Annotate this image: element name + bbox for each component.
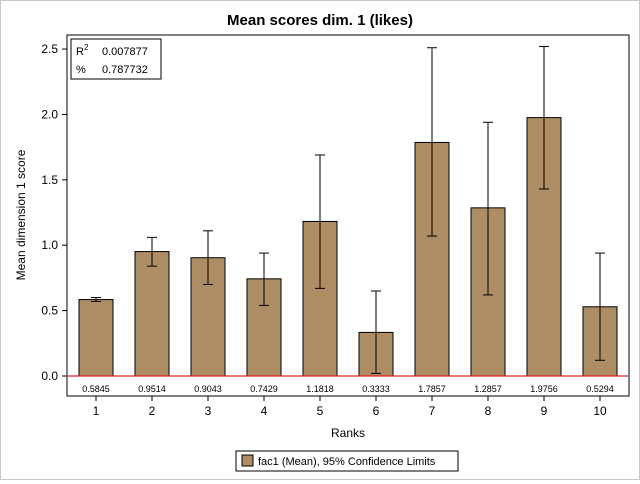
data-label: 0.9514 xyxy=(138,384,166,394)
pct-label: % xyxy=(76,64,86,76)
y-tick-label: 2.0 xyxy=(41,107,58,121)
r2-label: R2 xyxy=(76,43,89,58)
pct-value: 0.787732 xyxy=(102,64,148,76)
chart-title: Mean scores dim. 1 (likes) xyxy=(227,12,413,29)
y-axis-ticks: 0.0 0.5 1.0 1.5 2.0 2.5 xyxy=(41,42,67,383)
data-labels-layer: 0.5845 0.9514 0.9043 0.7429 1.1818 0.3333 1.78… xyxy=(82,384,614,394)
data-label: 0.5845 xyxy=(82,384,110,394)
x-axis-ticks: 1 2 3 4 5 6 7 8 9 10 xyxy=(93,396,607,418)
data-label: 0.7429 xyxy=(250,384,278,394)
x-tick-label: 5 xyxy=(317,404,324,418)
data-label: 1.2857 xyxy=(474,384,502,394)
y-axis-label: Mean dimension 1 score xyxy=(14,149,28,280)
x-tick-label: 2 xyxy=(149,404,156,418)
error-bars-layer xyxy=(91,45,605,374)
plot-frame xyxy=(66,34,630,397)
legend-label: fac1 (Mean), 95% Confidence Limits xyxy=(258,456,436,468)
legend-frame xyxy=(235,450,459,472)
y-tick-label: 1.0 xyxy=(41,238,58,252)
x-tick-label: 1 xyxy=(93,404,100,418)
x-tick-label: 9 xyxy=(541,404,548,418)
r2-value: 0.007877 xyxy=(102,46,148,58)
y-tick-label: 0.0 xyxy=(41,369,58,383)
data-label: 0.3333 xyxy=(362,384,390,394)
legend: fac1 (Mean), 95% Confidence Limits xyxy=(235,450,459,472)
stats-box: R2 0.007877 % 0.787732 xyxy=(70,38,162,80)
legend-swatch xyxy=(241,454,254,467)
y-tick-label: 0.5 xyxy=(41,304,58,318)
bars-layer xyxy=(78,117,618,377)
x-axis-label: Ranks xyxy=(331,426,365,440)
stats-box-frame xyxy=(70,38,162,80)
x-tick-label: 3 xyxy=(205,404,212,418)
x-tick-label: 7 xyxy=(429,404,436,418)
bar xyxy=(134,251,170,377)
bar xyxy=(78,299,114,377)
x-tick-label: 10 xyxy=(593,404,607,418)
y-tick-label: 1.5 xyxy=(41,173,58,187)
data-label: 0.9043 xyxy=(194,384,222,394)
data-label: 0.5294 xyxy=(586,384,614,394)
x-tick-label: 6 xyxy=(373,404,380,418)
x-tick-label: 8 xyxy=(485,404,492,418)
data-label: 1.1818 xyxy=(306,384,334,394)
y-tick-label: 2.5 xyxy=(41,42,58,56)
data-label: 1.9756 xyxy=(530,384,558,394)
x-tick-label: 4 xyxy=(261,404,268,418)
data-label: 1.7857 xyxy=(418,384,446,394)
